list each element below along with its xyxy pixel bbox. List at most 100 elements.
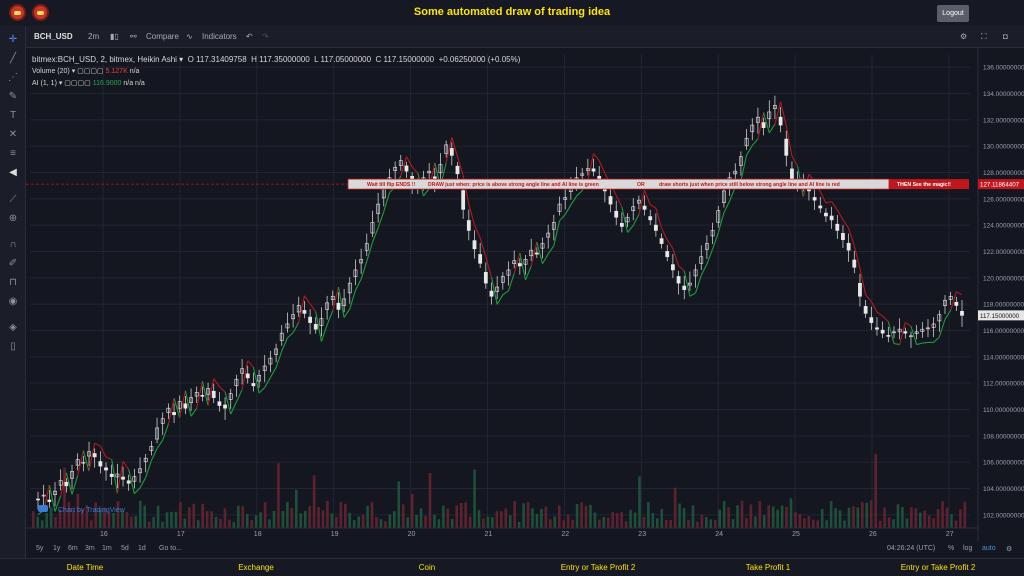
candle-body [943, 299, 947, 306]
range-5d[interactable]: 5d [121, 545, 129, 552]
ai-line-segment [258, 387, 266, 394]
candle-body [319, 318, 324, 326]
watermark-text[interactable]: Chart by TradingView [58, 507, 126, 514]
lock-icon[interactable]: ⊓ [9, 277, 17, 288]
volume-bar [838, 510, 842, 528]
volume-bar [446, 508, 450, 528]
candle-body [614, 210, 619, 218]
ai-label[interactable]: AI (1, 1) [32, 80, 57, 87]
trend-line-icon[interactable]: ╱ [9, 53, 17, 64]
candle-body [903, 331, 908, 334]
volume-bar [678, 503, 681, 528]
volume-bar [245, 514, 249, 528]
volume-bar [170, 511, 173, 528]
fib-icon[interactable]: ⋰ [8, 72, 18, 83]
ai-line-segment [468, 204, 476, 226]
ruler-icon[interactable]: ⟋ [9, 194, 17, 205]
volume-bar [183, 518, 187, 528]
range-3m[interactable]: 3m [85, 545, 95, 552]
ai-line-segment [559, 214, 566, 222]
ai-extra-2: n/a [135, 80, 145, 87]
range-1d[interactable]: 1d [138, 545, 146, 552]
volume-bar [237, 505, 240, 528]
snapshot-icon[interactable]: ◘ [1003, 32, 1008, 41]
time-tick-label: 24 [715, 531, 723, 538]
candle-body [342, 298, 347, 306]
volume-bar [384, 521, 387, 528]
legend-title[interactable]: bitmex:BCH_USD, 2, bitmex, Heikin Ashi [32, 55, 177, 64]
percent-toggle[interactable]: % [948, 545, 955, 552]
candle-body [682, 285, 687, 290]
ai-line-segment [785, 125, 793, 157]
ai-line-segment [632, 214, 640, 226]
range-1y[interactable]: 1y [53, 545, 61, 552]
indicators-icon[interactable]: ∿ [186, 32, 193, 41]
chart-type-icon[interactable]: ▮▯ [110, 32, 119, 41]
ai-line-segment [655, 208, 663, 229]
volume-bar [758, 501, 762, 528]
undo-icon[interactable]: ↶ [246, 32, 253, 41]
candle-body [41, 494, 46, 497]
volume-bar [566, 514, 570, 528]
candle-body [960, 310, 964, 316]
range-6m[interactable]: 6m [68, 545, 78, 552]
footer-entry-tp2-b: Entry or Take Profit 2 [900, 563, 976, 572]
pattern-icon[interactable]: ✕ [8, 129, 18, 140]
page-title: Some automated draw of trading idea [413, 6, 611, 18]
ai-line-segment [859, 268, 867, 295]
range-5y[interactable]: 5y [36, 545, 44, 552]
text-icon[interactable]: T [9, 110, 17, 121]
candle-body [846, 242, 851, 251]
log-toggle[interactable]: log [963, 545, 973, 552]
back-arrow-icon[interactable]: ◀ [9, 167, 17, 178]
volume-bar [950, 514, 953, 528]
volume-bar [642, 516, 646, 528]
logout-button[interactable]: Logout [937, 5, 969, 22]
ai-line-segment [287, 332, 294, 339]
volume-bar [531, 508, 534, 528]
candle-body [160, 418, 165, 424]
volume-bar [112, 512, 115, 528]
fullscreen-icon[interactable]: ⛶ [981, 32, 987, 41]
candle-body [251, 383, 256, 387]
ai-line-segment [496, 294, 504, 305]
auto-toggle[interactable]: auto [982, 545, 996, 552]
volume-bar [85, 504, 89, 528]
volume-bar [923, 510, 927, 528]
brush-icon[interactable]: ✎ [8, 91, 18, 102]
volume-bar [718, 509, 721, 528]
legend-low: L 117.05000000 [314, 55, 372, 64]
magnet-icon[interactable]: ∩ [9, 239, 17, 250]
time-tick-label: 16 [100, 531, 108, 538]
volume-bar [780, 505, 784, 528]
measure-icon[interactable]: ≡ [10, 148, 16, 159]
crosshair-icon[interactable]: ✛ [8, 34, 18, 45]
settings-icon[interactable]: ⚙ [960, 32, 968, 41]
scale-settings-icon[interactable]: ⚙ [1006, 546, 1013, 553]
legend-high: H 117.35000000 [251, 55, 310, 64]
volume-bar [798, 514, 802, 528]
volume-label[interactable]: Volume (20) [32, 68, 70, 75]
zoom-icon[interactable]: ⊕ [8, 213, 18, 224]
volume-bar [575, 504, 579, 528]
pencil-lock-icon[interactable]: ✐ [8, 258, 18, 269]
redo-icon[interactable]: ↷ [262, 32, 269, 41]
ai-line-segment [513, 252, 521, 274]
range-1m[interactable]: 1m [102, 545, 112, 552]
price-chart[interactable]: 136.00000000 134.00000000 132.00000000 130.… [26, 48, 1024, 558]
ai-value: 116.9000 [92, 80, 122, 87]
trash-icon[interactable]: ▯ [10, 341, 16, 352]
volume-bar [896, 504, 900, 528]
indicators-button[interactable]: Indicators [202, 32, 237, 41]
volume-bar [553, 516, 557, 528]
goto-button[interactable]: Go to... [159, 545, 182, 552]
interval-selector[interactable]: 2m [88, 32, 100, 41]
eye-icon[interactable]: ◉ [8, 296, 18, 307]
volume-bar [869, 500, 873, 528]
layers-icon[interactable]: ◈ [9, 322, 17, 333]
ai-line-segment [644, 189, 651, 205]
compare-icon[interactable]: ⚯ [130, 32, 137, 41]
compare-button[interactable]: Compare [146, 32, 179, 41]
symbol-selector[interactable]: BCH_USD [34, 32, 73, 41]
candle-body [551, 222, 556, 230]
